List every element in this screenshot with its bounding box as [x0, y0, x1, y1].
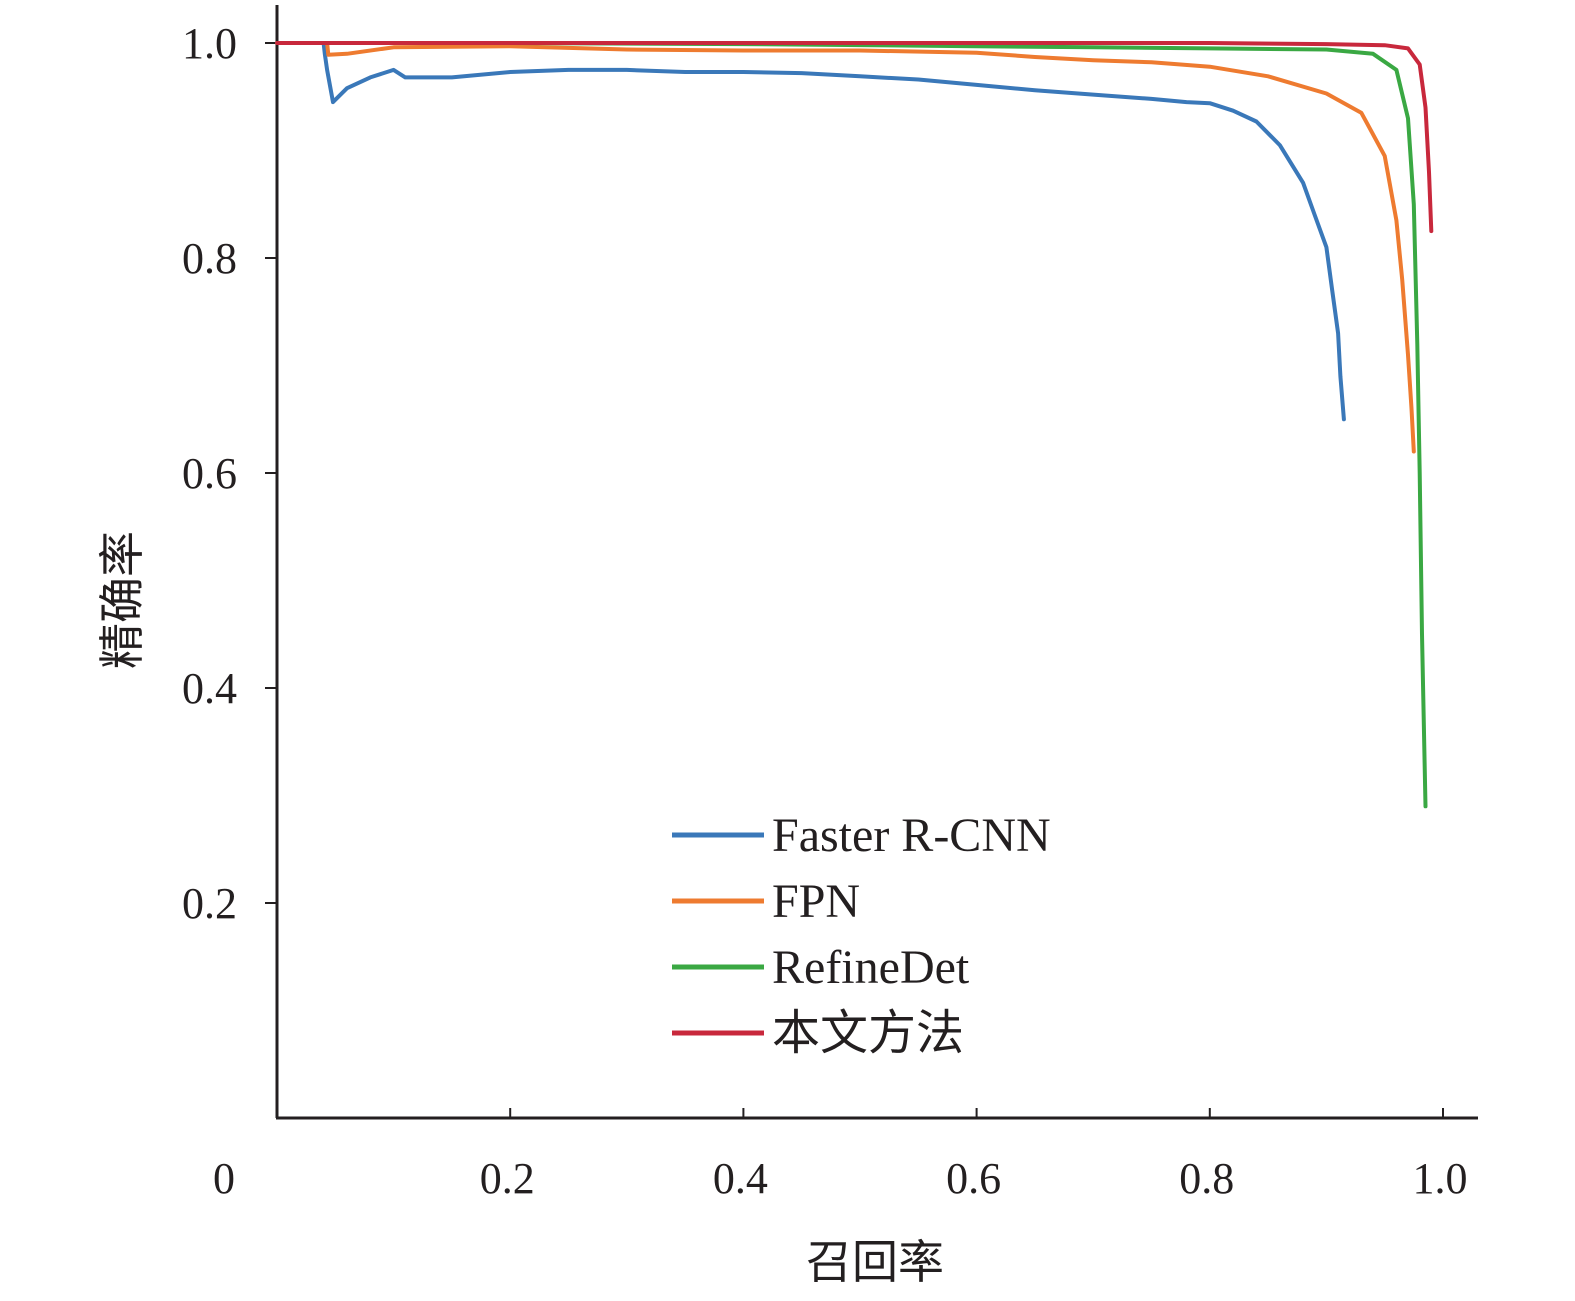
y-tick-label: 0.8 — [182, 234, 237, 283]
x-tick-label: 0.4 — [713, 1154, 768, 1203]
x-tick-label: 0.6 — [946, 1154, 1001, 1203]
legend-label: Faster R-CNN — [772, 809, 1051, 862]
legend-label: FPN — [772, 875, 860, 928]
x-ticks: 0.2 0.4 0.6 0.8 1.0 — [480, 1108, 1468, 1203]
y-ticks: 0.2 0.4 0.6 0.8 1.0 — [182, 19, 277, 928]
series-line-1 — [275, 41, 1346, 422]
legend-label: RefineDet — [772, 941, 970, 994]
y-tick-label: 0.6 — [182, 449, 237, 498]
x-tick-label: 0.2 — [480, 1154, 535, 1203]
legend: Faster R-CNN FPN RefineDet 本文方法 — [672, 809, 1051, 1060]
y-tick-label: 0.4 — [182, 664, 237, 713]
x-tick-label: 1.0 — [1413, 1154, 1468, 1203]
y-axis-title: 精确率 — [95, 531, 149, 669]
plot-area: 0.2 0.4 0.6 0.8 1.0 0.2 0.4 0.6 0.8 1.0 — [182, 5, 1478, 1203]
y-tick-label: 1.0 — [182, 19, 237, 68]
origin-label: 0 — [213, 1154, 235, 1203]
y-tick-label: 0.2 — [182, 879, 237, 928]
series-line-3 — [275, 41, 1428, 809]
series-layer — [275, 41, 1434, 809]
series-line-4 — [275, 41, 1434, 234]
series-line-2 — [275, 41, 1416, 454]
legend-label: 本文方法 — [772, 1007, 964, 1060]
x-tick-label: 0.8 — [1179, 1154, 1234, 1203]
x-axis-title: 召回率 — [806, 1235, 944, 1289]
